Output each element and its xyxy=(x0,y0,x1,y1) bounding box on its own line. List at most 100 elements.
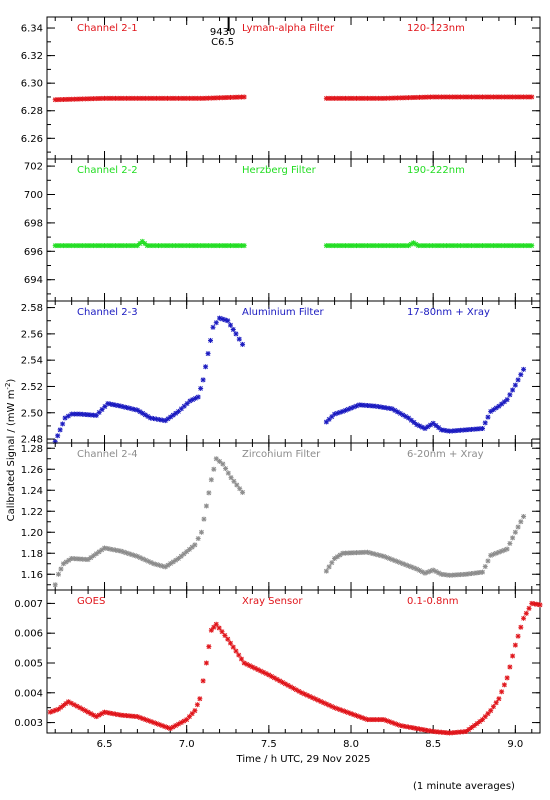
filter-label: Xray Sensor xyxy=(242,596,303,607)
y-tick-label: 0.005 xyxy=(14,658,43,669)
data-point xyxy=(194,702,200,708)
series-segment-2 xyxy=(323,240,535,249)
panel-1: 6.26 6.28 6.30 6.32 6.34 Channel 2-1 Lyman-alp… xyxy=(21,16,541,160)
data-point xyxy=(222,632,228,638)
data-point xyxy=(60,421,66,427)
data-point xyxy=(515,633,521,639)
y-tick-label: 0.006 xyxy=(14,629,43,640)
data-point xyxy=(507,540,513,546)
data-point xyxy=(88,555,94,561)
data-point xyxy=(518,372,524,378)
data-point xyxy=(403,562,409,568)
data-point xyxy=(521,514,527,519)
data-point xyxy=(228,475,234,481)
y-tick-label: 702 xyxy=(24,162,43,173)
panel-4: 1.16 1.18 1.20 1.22 1.24 1.26 1.28 Channel 2-4 Z… xyxy=(21,442,541,591)
data-point xyxy=(208,477,214,483)
y-tick-label: 2.50 xyxy=(21,408,43,419)
data-point xyxy=(162,564,168,570)
data-point xyxy=(515,524,521,530)
data-point xyxy=(173,410,179,416)
data-point xyxy=(238,656,244,662)
band-label: 190-222nm xyxy=(407,165,465,176)
data-point xyxy=(510,653,516,659)
y-tick-label: 698 xyxy=(24,218,43,229)
band-label: 6-20nm + Xray xyxy=(407,449,484,460)
panel-2: 694 696 698 700 702 Channel 2-2 Herzberg Filte… xyxy=(24,158,541,302)
data-point xyxy=(512,642,518,648)
y-axis-title: Calibrated Signal / (mW m-2) xyxy=(4,379,17,522)
data-point xyxy=(512,382,518,388)
data-point xyxy=(200,678,206,684)
data-point xyxy=(195,536,201,542)
data-point xyxy=(203,364,209,370)
y-tick-label: 0.004 xyxy=(14,688,43,699)
data-point xyxy=(236,652,242,658)
data-point xyxy=(518,519,524,525)
y-tick-label: 6.34 xyxy=(21,24,43,35)
data-point xyxy=(496,696,502,702)
data-point xyxy=(220,461,226,467)
y-tick-label: 2.52 xyxy=(21,382,43,393)
channel-label: GOES xyxy=(77,596,105,607)
channel-label: Channel 2-4 xyxy=(77,449,138,460)
panel-frame xyxy=(46,589,541,734)
data-point xyxy=(93,551,99,557)
data-point xyxy=(62,415,68,421)
data-point xyxy=(102,404,108,410)
y-tick-label: 1.20 xyxy=(21,528,43,539)
data-point xyxy=(145,558,151,564)
series-segment-1 xyxy=(52,456,246,588)
data-point xyxy=(499,689,505,695)
data-point xyxy=(203,503,209,509)
data-point xyxy=(501,243,507,249)
data-point xyxy=(479,569,485,575)
data-point xyxy=(82,708,88,714)
y-tick-label: 694 xyxy=(24,275,43,286)
x-tick-label: 6.5 xyxy=(97,739,113,750)
data-point xyxy=(466,727,472,733)
data-point xyxy=(485,414,491,420)
series-segment-2 xyxy=(323,514,527,578)
data-point xyxy=(192,542,198,548)
y-tick-label: 6.28 xyxy=(21,106,43,117)
data-point xyxy=(228,322,234,328)
data-point xyxy=(168,414,174,420)
data-point xyxy=(201,516,207,522)
series-segment-1 xyxy=(52,238,247,249)
data-point xyxy=(175,408,181,414)
data-point xyxy=(230,326,236,332)
data-point xyxy=(526,605,532,611)
filter-label: Aluminium Filter xyxy=(242,307,325,318)
data-point xyxy=(195,394,201,400)
data-point xyxy=(210,324,216,330)
data-point xyxy=(85,557,91,563)
data-point xyxy=(216,625,222,631)
footnote: (1 minute averages) xyxy=(413,781,515,792)
series-segment-1 xyxy=(47,600,543,736)
channel-label: Channel 2-1 xyxy=(77,23,138,34)
data-point xyxy=(233,648,239,654)
panel-3: 2.48 2.50 2.52 2.54 2.56 2.58 Channel 2-3 Alumi… xyxy=(21,300,541,446)
flare-class: C6.5 xyxy=(211,37,234,48)
filter-label: Herzberg Filter xyxy=(242,165,317,176)
panel-5: 0.003 0.004 0.005 0.006 0.007 GOES Xray Sensor… xyxy=(14,589,543,736)
y-tick-label: 1.28 xyxy=(21,444,43,455)
data-point xyxy=(488,708,494,714)
y-tick-label: 6.32 xyxy=(21,51,43,62)
data-point xyxy=(474,721,480,727)
data-point xyxy=(230,644,236,650)
data-point xyxy=(493,700,499,706)
y-tick-label: 696 xyxy=(24,247,43,258)
data-point xyxy=(99,547,105,553)
data-point xyxy=(515,377,521,383)
data-point xyxy=(91,553,97,559)
data-point xyxy=(225,470,231,476)
data-point xyxy=(57,427,63,433)
flare-id: 9430 xyxy=(210,27,235,38)
data-point xyxy=(233,331,239,337)
band-label: 0.1-0.8nm xyxy=(407,596,459,607)
data-point xyxy=(529,94,535,100)
